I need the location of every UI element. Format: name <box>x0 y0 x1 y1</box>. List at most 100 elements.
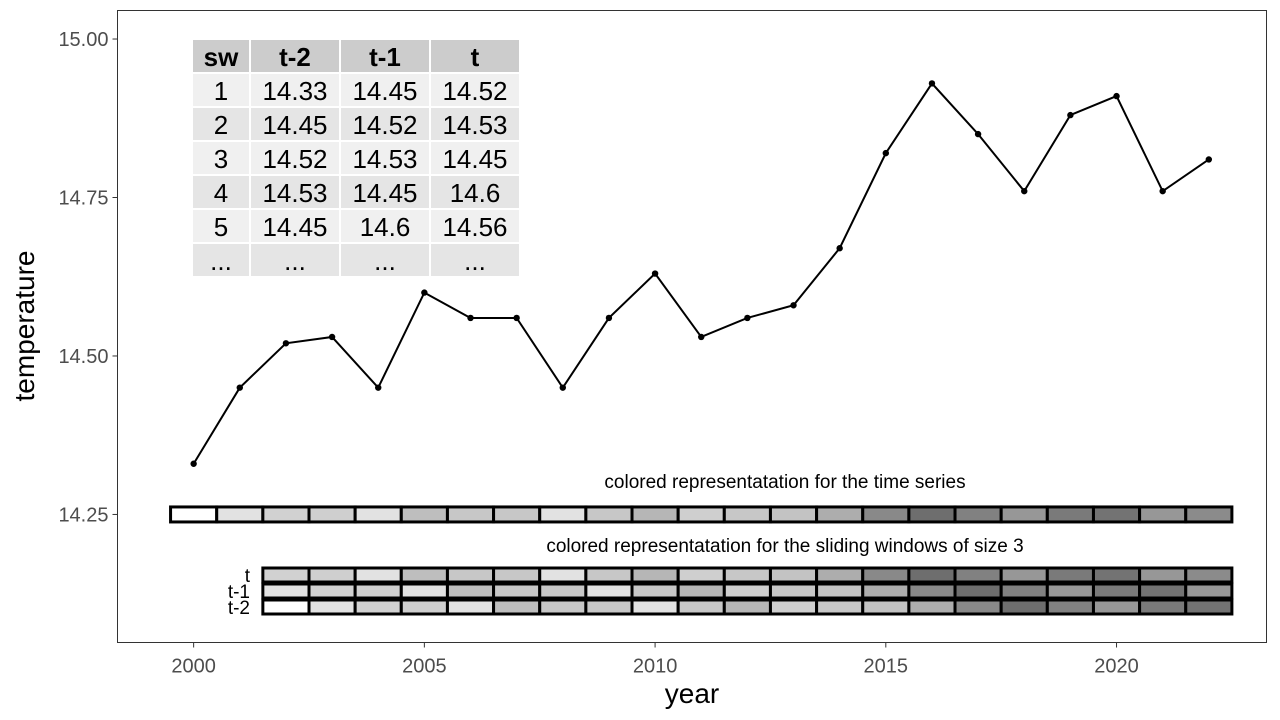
window-cell <box>1138 582 1188 600</box>
window-cell <box>815 566 865 584</box>
table-cell-text: ... <box>284 246 306 276</box>
data-point <box>282 340 290 347</box>
data-point <box>1067 111 1074 119</box>
timeseries-cell <box>445 505 496 524</box>
table-cell-text: 14.6 <box>450 178 501 208</box>
table-cell-text: 14.45 <box>352 76 417 106</box>
table-cell-text: 14.52 <box>262 144 327 174</box>
timeseries-cell <box>768 505 819 524</box>
data-point <box>190 460 197 467</box>
window-cell <box>445 566 496 584</box>
table-header-text: t-1 <box>369 42 401 72</box>
window-cell <box>1045 582 1095 600</box>
table-header-text: t-2 <box>279 42 311 72</box>
table-cell-text: 4 <box>214 178 228 208</box>
window-cell <box>399 566 449 584</box>
window-cell <box>399 598 449 616</box>
table-cell <box>191 72 251 108</box>
data-point <box>375 384 382 391</box>
window-cell <box>676 582 726 600</box>
table-cell-text: 14.45 <box>352 178 417 208</box>
window-cell <box>999 566 1049 584</box>
y-tick-label: 14.25 <box>58 504 108 526</box>
table-cell-text: ... <box>374 246 396 276</box>
window-cell <box>492 566 542 584</box>
window-cell <box>261 566 311 584</box>
table-cell-text: 14.56 <box>442 212 507 242</box>
window-cell <box>445 582 496 600</box>
table-cell-text: 14.45 <box>262 110 327 140</box>
table-cell-text: ... <box>464 246 486 276</box>
window-cell <box>768 566 819 584</box>
data-point <box>605 314 613 322</box>
timeseries-strip-label: colored representatation for the time se… <box>604 472 965 493</box>
y-tick-label: 14.50 <box>58 346 108 368</box>
timeseries-cell <box>169 505 219 524</box>
table-cell-text: 14.53 <box>262 178 327 208</box>
window-cell <box>445 598 496 616</box>
y-axis-title: temperature <box>9 251 40 402</box>
table-cell <box>191 208 251 244</box>
timeseries-cell <box>492 505 542 524</box>
y-tick-label: 14.75 <box>58 188 108 210</box>
table-cell <box>249 72 341 108</box>
table-cell-text: 2 <box>214 110 228 140</box>
data-point <box>1113 92 1120 100</box>
window-cell <box>861 582 911 600</box>
timeseries-cell <box>676 505 726 524</box>
table-cell-text: 14.33 <box>262 76 327 106</box>
x-axis-title: year <box>665 678 719 709</box>
timeseries-cell <box>630 505 680 524</box>
table-cell-text: 14.52 <box>352 110 417 140</box>
x-tick-label: 2015 <box>864 656 909 678</box>
window-cell <box>353 566 403 584</box>
window-cell <box>261 582 311 600</box>
table-cell <box>339 208 431 244</box>
timeseries-cell <box>953 505 1003 524</box>
window-cell <box>1184 566 1234 584</box>
data-point <box>790 302 797 309</box>
data-point <box>236 384 243 391</box>
table-header-text: t <box>471 42 480 72</box>
timeseries-cell <box>815 505 865 524</box>
table-cell-text: 5 <box>214 212 228 242</box>
window-cell <box>861 566 911 584</box>
timeseries-cell <box>861 505 911 524</box>
window-cell <box>584 582 634 600</box>
table-cell-text: ... <box>210 246 232 276</box>
window-cell <box>307 582 357 600</box>
table-header-text: sw <box>204 42 239 72</box>
window-cell <box>1138 566 1188 584</box>
timeseries-cell <box>353 505 403 524</box>
window-cell <box>1138 598 1188 616</box>
table-header-cell <box>429 38 521 74</box>
table-cell <box>249 242 341 278</box>
table-cell-text: 14.45 <box>262 212 327 242</box>
window-cell <box>307 598 357 616</box>
window-cell <box>1091 582 1142 600</box>
timeseries-cell <box>907 505 957 524</box>
window-cell <box>492 582 542 600</box>
timeseries-cell <box>215 505 265 524</box>
window-cell <box>630 566 680 584</box>
window-row-label: t-2 <box>228 598 250 619</box>
data-point <box>836 245 843 252</box>
x-tick-label: 2000 <box>171 656 216 678</box>
data-point <box>974 130 982 138</box>
timeseries-color-strip <box>169 505 1234 524</box>
data-point <box>1021 187 1028 195</box>
table-cell-text: 3 <box>214 144 228 174</box>
window-cell <box>399 582 449 600</box>
window-cell <box>907 582 957 600</box>
table-header-cell <box>339 38 431 74</box>
window-cell <box>953 566 1003 584</box>
x-tick-label: 2010 <box>633 656 678 678</box>
window-cell <box>630 598 680 616</box>
timeseries-cell <box>1091 505 1142 524</box>
table-cell-text: 14.45 <box>442 144 507 174</box>
window-cell <box>676 598 726 616</box>
window-cell <box>722 582 772 600</box>
timeseries-cell <box>538 505 588 524</box>
y-axis: 14.25 14.50 14.75 15.00 <box>58 29 118 526</box>
data-point <box>928 80 936 87</box>
